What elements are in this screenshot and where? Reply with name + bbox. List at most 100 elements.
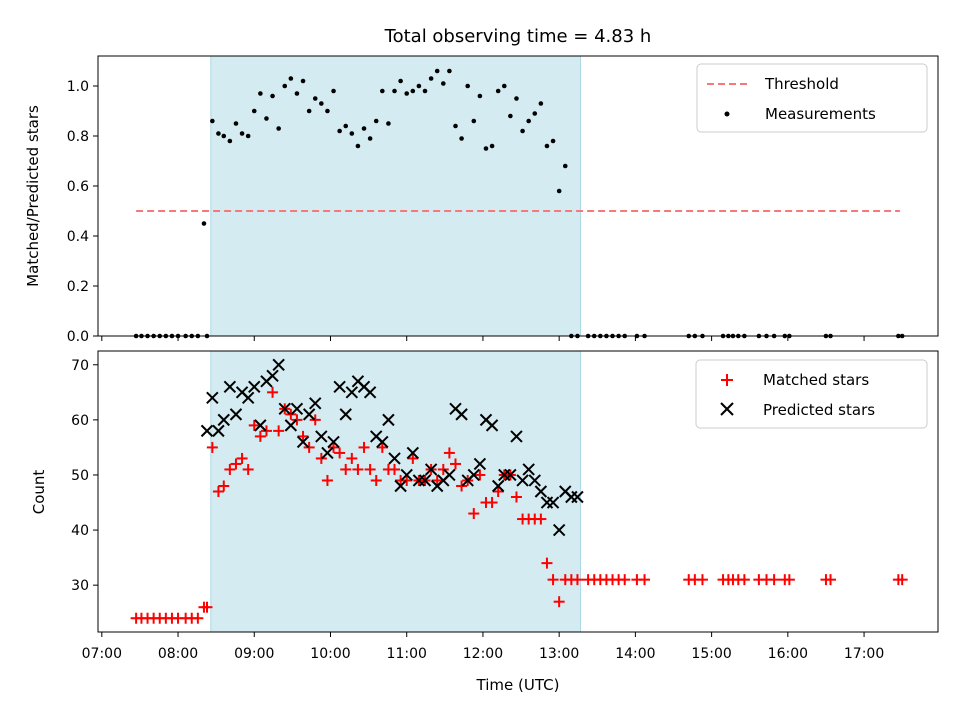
measurement-point [380, 88, 385, 94]
measurement-point [373, 118, 379, 124]
measurement-point [239, 131, 245, 136]
bottom-legend: Matched stars Predicted stars [695, 359, 928, 429]
top-y-axis: 0.0 0.2 0.4 0.6 0.8 1.0 [67, 79, 98, 345]
bottom-x-axis: 07:00 08:00 09:00 10:00 11:00 12:00 13:00 14:00… [82, 632, 884, 662]
measurement-point [465, 83, 470, 89]
y-tick-label: 40 [71, 523, 89, 539]
measurement-point [526, 118, 531, 124]
y-tick-label: 1.0 [67, 79, 89, 95]
matched-star-point [535, 513, 547, 525]
predicted-star-point [223, 380, 237, 394]
matched-star-point [553, 596, 565, 608]
measurement-point [562, 163, 568, 169]
predicted-star-point [571, 490, 584, 504]
x-axis-label: Time (UTC) [476, 676, 560, 694]
chart-title: Total observing time = 4.83 h [384, 26, 652, 47]
bottom-legend-box [695, 359, 928, 429]
predicted-star-point [272, 358, 285, 371]
measurement-point [434, 68, 440, 74]
predicted-star-point [248, 380, 261, 394]
y-tick-label: 0.4 [67, 229, 89, 245]
y-tick-label: 0.2 [67, 279, 89, 295]
matched-star-point [456, 480, 468, 492]
y-tick-label: 0.0 [67, 329, 89, 345]
matched-star-point [696, 574, 708, 586]
x-tick-label: 17:00 [844, 646, 884, 662]
measurement-point [416, 83, 422, 89]
matched-star-point [297, 430, 309, 442]
x-tick-label: 15:00 [691, 646, 731, 662]
predicted-star-point [455, 408, 468, 421]
matched-star-point [334, 447, 346, 459]
matched-star-point [389, 463, 401, 475]
matched-star-point [260, 425, 272, 437]
measurement-point [447, 68, 452, 74]
y-tick-label: 30 [71, 578, 89, 594]
predicted-star-point [302, 408, 316, 421]
matched-star-point [267, 386, 279, 398]
matched-star-point [254, 430, 266, 442]
predicted-star-point [418, 474, 432, 487]
predicted-star-point [400, 468, 413, 482]
measurement-point [288, 76, 294, 81]
top-legend: Threshold Measurements [696, 63, 928, 133]
y-tick-label: 0.8 [67, 129, 89, 145]
predicted-star-point [424, 463, 438, 476]
predicted-star-point [327, 435, 340, 449]
predicted-star-point [284, 419, 298, 432]
measurement-point [312, 96, 318, 101]
matched-star-point [449, 458, 461, 470]
matched-star-point [273, 425, 285, 437]
matched-star-point [230, 458, 242, 470]
matched-star-point [212, 486, 224, 497]
matched-star-point [486, 497, 498, 509]
matched-star-point [192, 612, 204, 624]
predicted-star-point [394, 479, 407, 493]
matched-star-point [309, 414, 321, 426]
y-tick-label: 50 [71, 468, 89, 484]
matched-star-point [896, 574, 908, 586]
predicted-star-point [345, 386, 359, 399]
chart-bottom: 30 40 50 60 70 07:00 08:00 09:00 10:00 11:00 12:0… [30, 350, 939, 694]
measurement-point [319, 101, 324, 106]
measurement-point [422, 88, 428, 94]
measurement-point [221, 133, 227, 139]
predicted-star-point [443, 468, 456, 482]
predicted-star-point [467, 468, 480, 482]
measurement-point [483, 146, 489, 151]
measurement-point [282, 83, 288, 89]
measurement-point [337, 128, 342, 134]
predicted-star-point [473, 457, 487, 471]
measurement-point [514, 96, 519, 101]
predicted-star-point [546, 496, 560, 509]
matched-star-point [376, 441, 388, 453]
measurement-point [233, 121, 239, 126]
matched-star-point [510, 491, 522, 503]
matched-star-point [285, 408, 297, 420]
predicted-star-point [382, 413, 395, 427]
matched-star-point [492, 486, 504, 497]
predicted-star-point [229, 408, 243, 421]
matched-star-point [768, 574, 780, 586]
predicted-star-point [528, 474, 541, 487]
matched-star-point [738, 574, 750, 586]
measurement-point [386, 121, 391, 126]
predicted-star-point [552, 523, 566, 537]
measurement-point [459, 136, 464, 141]
measurement-point [276, 126, 281, 131]
matched-star-point [431, 474, 443, 486]
matched-star-point [303, 441, 315, 453]
matched-star-point [639, 574, 651, 586]
predicted-star-point [339, 408, 352, 421]
bottom-plot-frame [97, 350, 939, 633]
x-tick-label: 10:00 [310, 646, 350, 662]
measurement-point [392, 88, 397, 94]
measurement-point [550, 138, 556, 144]
legend-matched-swatch [721, 374, 733, 386]
matched-star-point [346, 452, 358, 464]
legend-measurements-swatch [724, 111, 730, 117]
measurement-point [245, 133, 251, 139]
measurement-point [440, 81, 446, 86]
predicted-star-point [363, 386, 377, 399]
